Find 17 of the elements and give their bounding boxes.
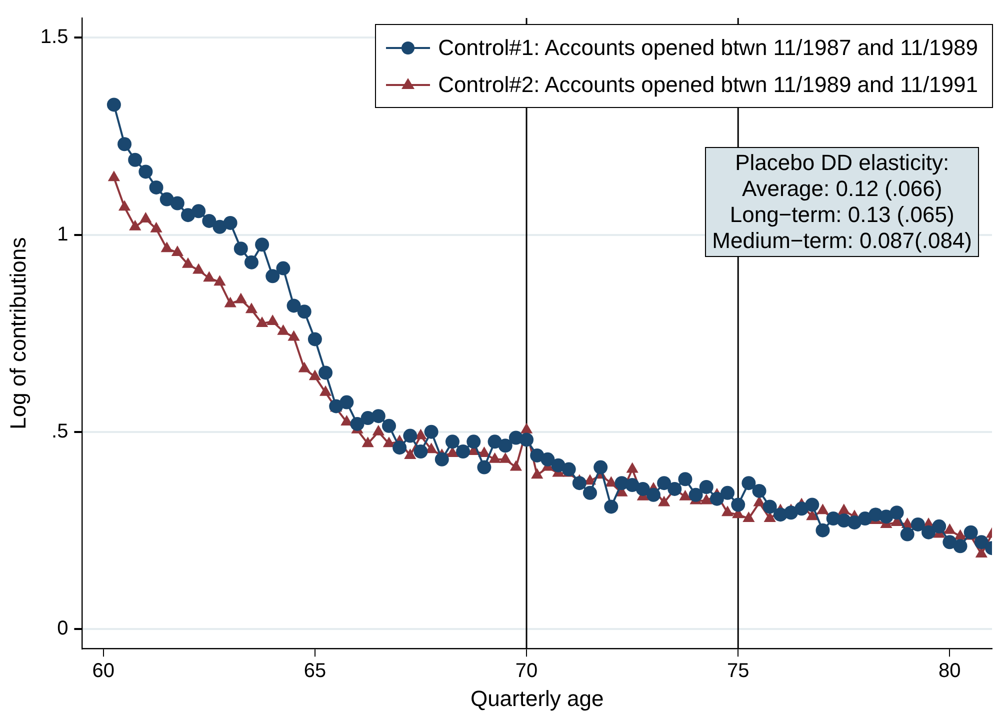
x-axis-title: Quarterly age bbox=[470, 686, 604, 711]
legend-label: Control#1: Accounts opened btwn 11/1987 and 11/1989 bbox=[438, 34, 978, 60]
y-tick-label: .5 bbox=[52, 420, 68, 442]
x-tick-label: 80 bbox=[938, 660, 961, 682]
annotation: Medium−term: 0.087(.084) bbox=[712, 228, 972, 254]
legend-label: Control#2: Accounts opened btwn 11/1989 and 11/1991 bbox=[438, 72, 978, 98]
y-tick-label: 1.5 bbox=[40, 26, 68, 48]
x-tick-label: 75 bbox=[726, 660, 750, 682]
x-tick-label: 60 bbox=[92, 660, 114, 682]
x-tick-label: 65 bbox=[304, 660, 326, 682]
annotation: Long−term: 0.13 (.065) bbox=[728, 202, 956, 228]
x-tick-label: 70 bbox=[515, 660, 538, 682]
annotation: Average: 0.12 (.066) bbox=[740, 176, 944, 202]
y-axis-title: Log of contributions bbox=[5, 237, 30, 430]
annotation: Placebo DD elasticity: bbox=[734, 150, 950, 176]
y-tick-label: 1 bbox=[57, 223, 68, 246]
y-tick-label: 0 bbox=[57, 617, 68, 640]
